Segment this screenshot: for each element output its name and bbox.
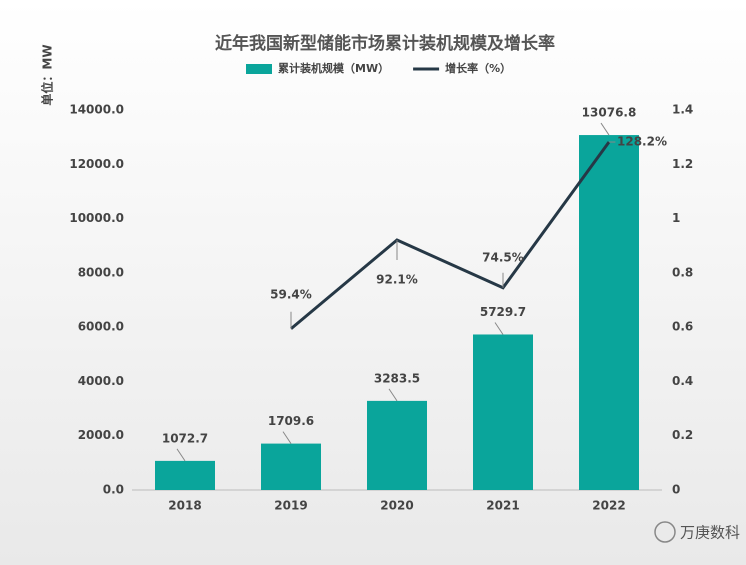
line-value-label: 59.4% [270,287,312,301]
bar [367,400,427,490]
legend-swatch [246,64,272,74]
bar [155,460,215,490]
line-value-label: 92.1% [376,273,418,287]
y-tick-label: 8000.0 [78,265,124,279]
y-tick-label: 10000.0 [69,211,124,225]
line-value-label: 128.2% [617,135,667,149]
bar-value-label: 3283.5 [374,371,420,385]
label-leader [388,388,398,402]
x-tick-label: 2021 [486,499,519,513]
label-leader [600,122,610,136]
y2-tick-label: 0.2 [672,428,693,442]
y2-tick-label: 0.4 [672,374,693,388]
label-leader [282,431,292,444]
line-value-label: 74.5% [482,250,524,264]
bar-value-label: 1072.7 [162,431,208,445]
x-tick-label: 2020 [380,499,413,513]
y-tick-label: 12000.0 [69,157,124,171]
y-tick-label: 4000.0 [78,374,124,388]
watermark: 万庚数科 [680,524,740,542]
label-leader [494,322,504,335]
bar-value-label: 5729.7 [480,305,526,319]
y2-tick-label: 1 [672,211,680,225]
bar [473,334,533,490]
y-tick-label: 0.0 [103,483,124,497]
bar-value-label: 13076.8 [582,106,637,120]
y2-tick-label: 1.2 [672,157,693,171]
x-tick-label: 2018 [168,499,201,513]
y2-tick-label: 0.6 [672,320,693,334]
y2-tick-label: 0 [672,483,680,497]
watermark-icon [654,521,676,543]
line [290,141,611,330]
chart-title: 近年我国新型储能市场累计装机规模及增长率 [215,33,555,54]
bar [579,135,639,490]
x-tick-label: 2019 [274,499,307,513]
bar-value-label: 1709.6 [268,414,314,428]
y-axis-label: 单位：MW [40,44,55,105]
legend-label: 增长率（%） [445,61,511,75]
bar [261,443,321,490]
label-leader [176,448,186,462]
y2-tick-label: 0.8 [672,265,693,279]
y-tick-label: 6000.0 [78,320,124,334]
y2-tick-label: 1.4 [672,103,693,117]
y-tick-label: 2000.0 [78,428,124,442]
y-tick-label: 14000.0 [69,103,124,117]
x-tick-label: 2022 [592,499,625,513]
legend-label: 累计装机规模（MW） [278,61,389,75]
